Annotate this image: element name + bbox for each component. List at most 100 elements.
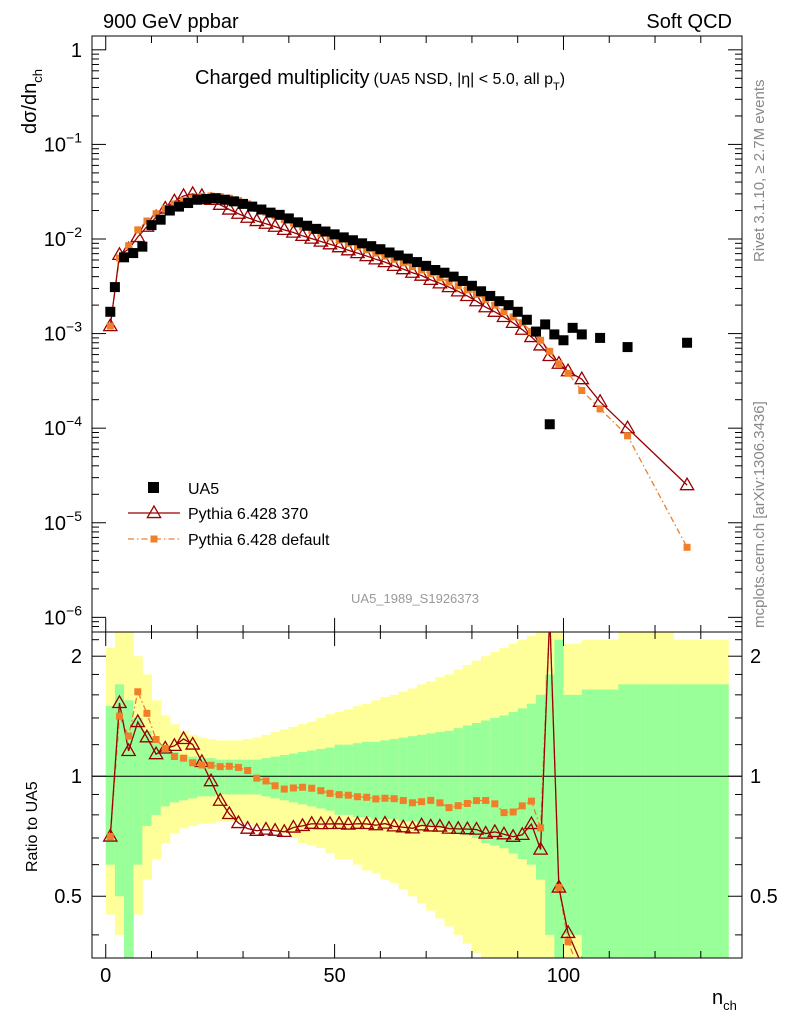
x-tick-label: 100 xyxy=(547,965,580,987)
pythia-default-point xyxy=(134,226,142,234)
ua5-data-point xyxy=(146,220,157,231)
ratio-370-point xyxy=(303,815,320,829)
ua5-data-point xyxy=(544,419,555,430)
pythia-370-point xyxy=(450,282,466,297)
ratio-370-point xyxy=(593,969,606,981)
header-category-label: Soft QCD xyxy=(646,11,732,33)
ratio-default-point xyxy=(509,808,517,816)
inner-band-bin xyxy=(554,639,564,958)
pythia-370-point xyxy=(349,244,366,259)
ua5-data-point xyxy=(521,314,532,325)
y-tick-label-main: 10−1 xyxy=(44,129,82,156)
ratio-default-point xyxy=(381,794,389,802)
mcplots-label: mcplots.cern.ch [arXiv:1306.3436] xyxy=(751,401,768,628)
ratio-default-point xyxy=(390,795,398,803)
inner-band-bin xyxy=(508,711,519,854)
pythia-370-point xyxy=(477,298,494,313)
pythia-370-point xyxy=(313,233,329,247)
ratio-370-point xyxy=(184,736,201,750)
ua5-data-point xyxy=(329,229,340,240)
pythia-370-point xyxy=(459,287,476,302)
ratio-default-point xyxy=(216,763,224,771)
inner-band-bin xyxy=(673,684,729,958)
ratio-default-point xyxy=(189,759,197,767)
ratio-default-point xyxy=(555,883,563,891)
ratio-370-point xyxy=(294,817,311,832)
y-tick-label-base: 10 xyxy=(44,513,66,535)
inner-band-bin xyxy=(307,750,317,807)
ua5-data-point xyxy=(595,332,606,343)
ua5-data-point xyxy=(558,335,569,346)
ratio-default-point xyxy=(482,796,490,804)
y-tick-label-exp: −2 xyxy=(66,224,82,240)
pythia-370-point xyxy=(505,314,521,329)
ratio-default-point xyxy=(335,791,343,799)
ua5-data-point xyxy=(210,193,221,204)
ratio-370-point xyxy=(543,608,556,620)
ratio-370-point xyxy=(349,815,366,829)
inner-band-bin xyxy=(343,744,354,815)
ua5-data-point xyxy=(201,193,212,204)
ratio-370-point xyxy=(459,820,476,835)
ratio-default-point xyxy=(463,799,471,807)
inner-band-bin xyxy=(536,694,546,880)
ratio-default-point xyxy=(106,833,114,841)
inner-band-bin xyxy=(490,717,500,846)
ua5-data-point xyxy=(421,260,432,271)
y-axis-label-main-sub: ch xyxy=(30,69,45,83)
ratio-370-point xyxy=(358,815,375,830)
y-tick-label-base: 1 xyxy=(71,40,82,62)
inner-band-bin xyxy=(352,743,363,818)
legend-label: UA5 xyxy=(188,481,219,498)
pythia-370-point xyxy=(377,253,393,268)
pythia-370-point xyxy=(358,247,375,262)
ratio-370-point xyxy=(514,826,531,840)
ua5-data-point xyxy=(292,217,303,228)
ratio-default-point xyxy=(684,973,691,980)
inner-band-bin xyxy=(151,741,162,815)
ua5-data-point xyxy=(119,252,130,263)
ua5-data-point xyxy=(109,282,120,293)
ratio-default-point xyxy=(289,784,297,792)
ratio-370-point xyxy=(130,713,146,728)
pythia-default-point xyxy=(106,322,114,330)
ratio-default-point xyxy=(115,712,123,720)
ua5-data-point xyxy=(155,214,166,225)
ua5-data-point xyxy=(412,257,422,268)
ratio-default-point xyxy=(299,783,307,791)
ua5-data-point xyxy=(622,342,633,353)
pythia-default-point xyxy=(500,308,508,316)
ratio-370-point xyxy=(111,694,128,709)
ua5-data-point xyxy=(164,205,175,216)
ratio-370-point xyxy=(386,818,402,832)
pythia-default-point xyxy=(152,210,160,218)
ua5-data-point xyxy=(320,226,331,237)
ratio-370-point xyxy=(120,742,137,757)
plot-title-subtitle-end: ) xyxy=(560,71,565,88)
inner-band-bin xyxy=(142,730,153,827)
ua5-data-point xyxy=(466,280,477,291)
legend-default-marker xyxy=(150,535,158,543)
ratio-default-point xyxy=(436,799,444,807)
ua5-data-point xyxy=(439,267,450,278)
ua5-data-point xyxy=(183,198,194,209)
pythia-370-line xyxy=(109,193,688,486)
ratio-default-point xyxy=(418,798,426,806)
ua5-data-point xyxy=(494,296,505,307)
analysis-id-label: UA5_1989_S1926373 xyxy=(351,591,479,606)
pythia-default-point xyxy=(445,278,453,286)
y-tick-label-main: 10−2 xyxy=(44,224,82,251)
pythia-370-point xyxy=(413,267,430,281)
pythia-default-point xyxy=(537,336,545,344)
ratio-370-point xyxy=(680,969,693,981)
ua5-data-point xyxy=(128,248,139,259)
ratio-default-point xyxy=(262,777,270,785)
pythia-370-point xyxy=(267,218,283,232)
ua5-data-point xyxy=(366,241,377,252)
y-tick-label-main: 10−3 xyxy=(44,319,82,346)
pythia-default-point xyxy=(564,369,572,377)
ratio-370-point xyxy=(322,815,338,830)
ratio-default-point xyxy=(244,767,252,775)
ua5-data-point xyxy=(503,300,514,311)
ratio-default-point xyxy=(207,761,215,769)
